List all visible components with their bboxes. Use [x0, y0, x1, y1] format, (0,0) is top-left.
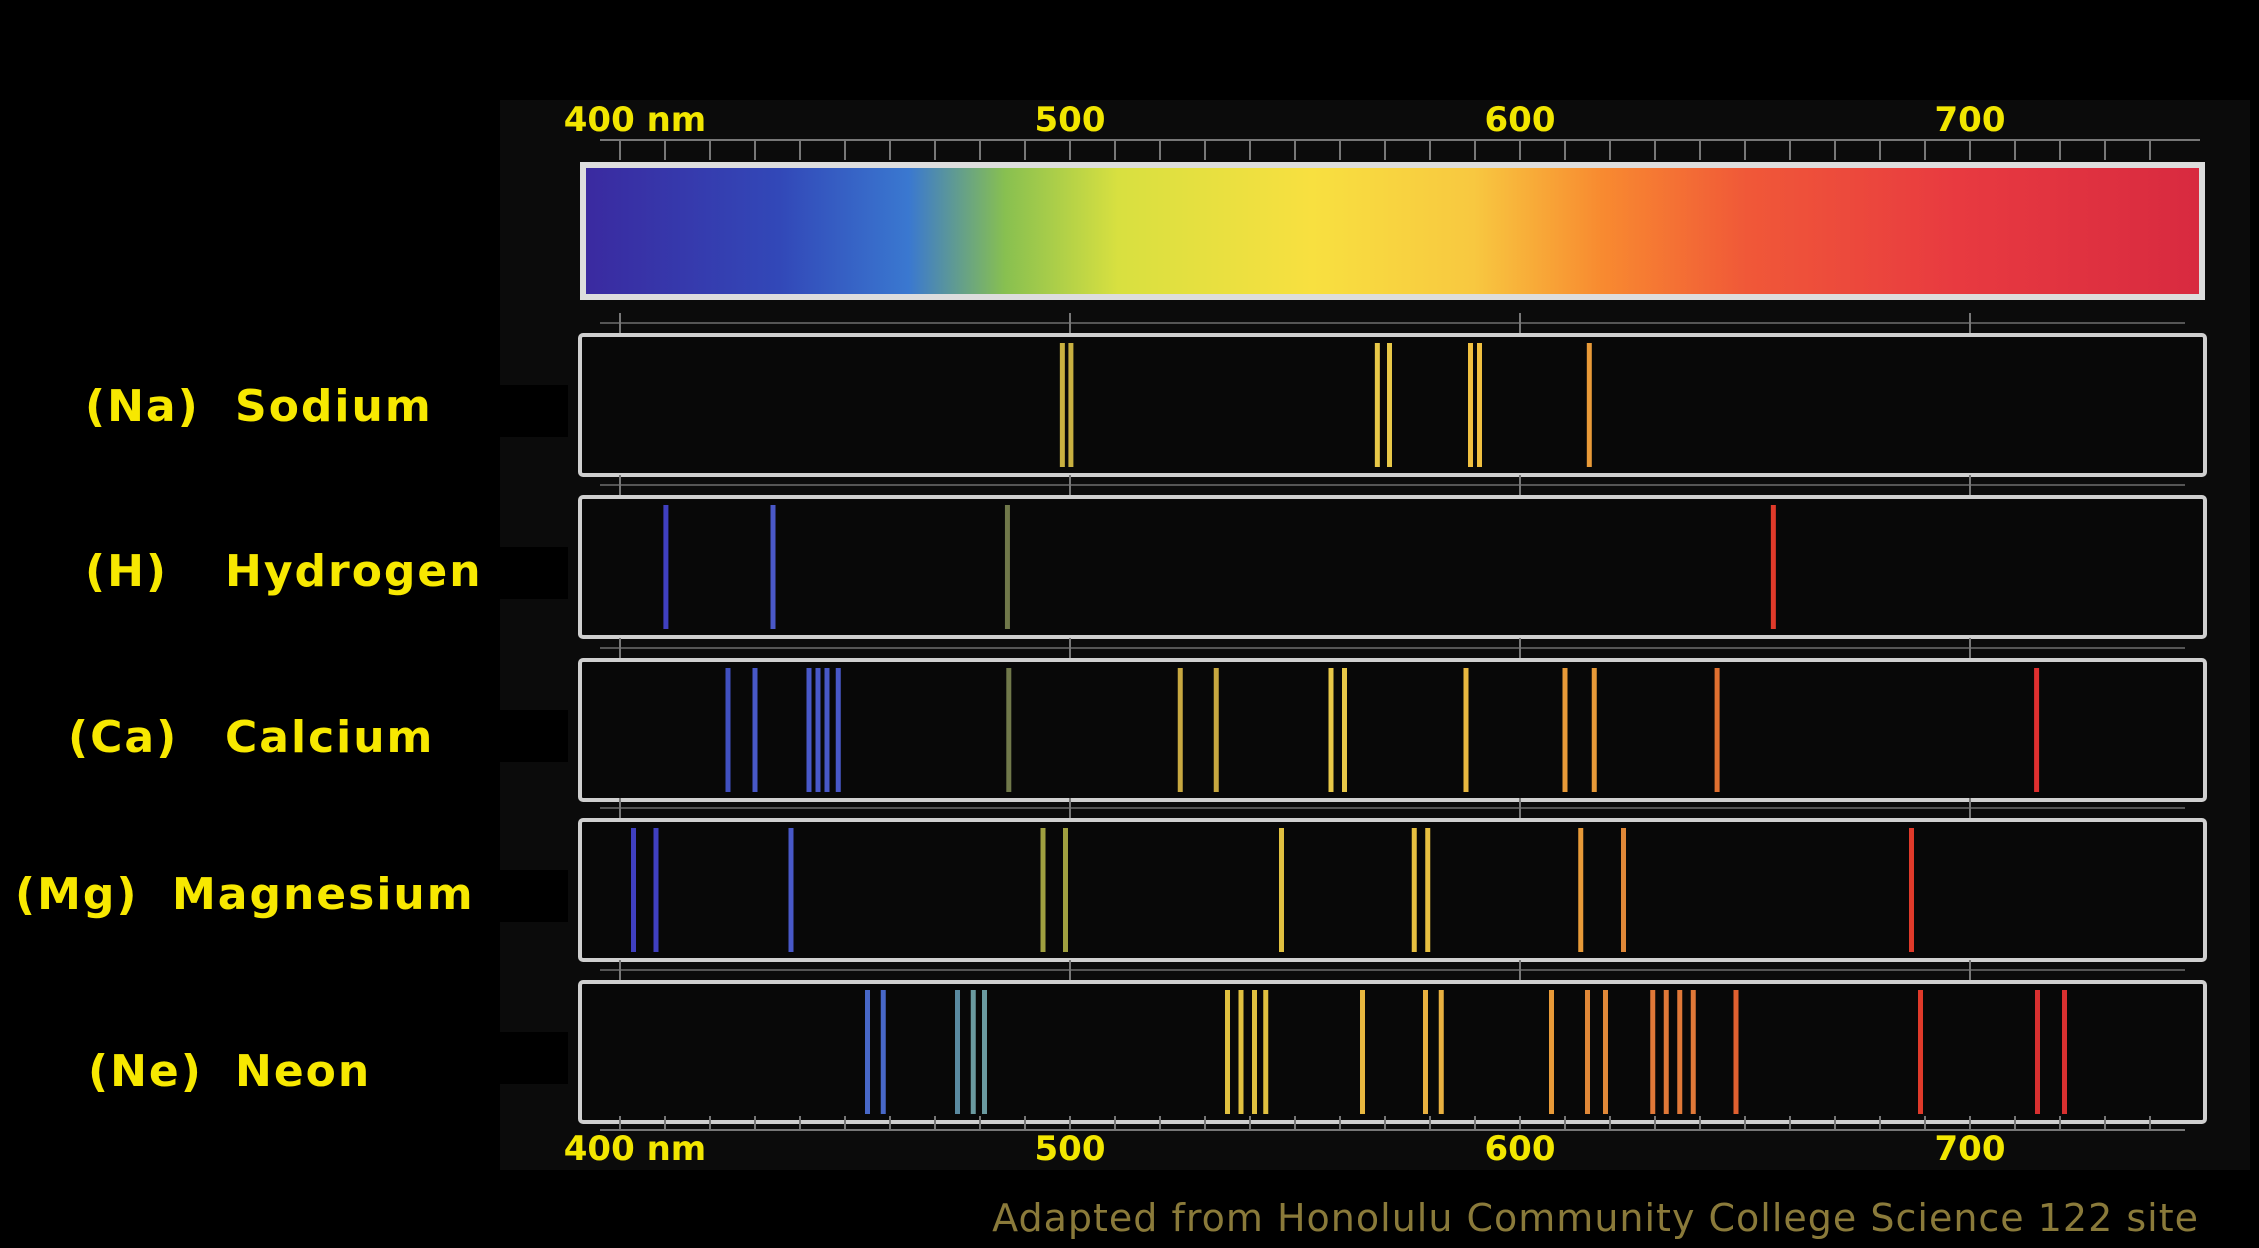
element-rows — [498, 313, 2207, 1131]
emission-line — [1591, 668, 1597, 792]
emission-line — [955, 990, 960, 1114]
element-name-label: Magnesium — [172, 869, 475, 920]
emission-line — [1585, 990, 1590, 1114]
element-symbol-label: (Mg) — [15, 869, 139, 920]
emission-line — [663, 505, 669, 629]
emission-line — [1477, 343, 1482, 467]
emission-line — [1004, 505, 1010, 629]
emission-line — [1068, 343, 1074, 467]
emission-line — [1714, 668, 1720, 792]
emission-line — [815, 668, 821, 792]
emission-line — [824, 668, 830, 792]
emission-line — [1578, 828, 1584, 952]
emission-line — [1603, 990, 1608, 1114]
emission-line — [1690, 990, 1696, 1114]
emission-line — [1360, 990, 1365, 1114]
emission-line — [1549, 990, 1554, 1114]
emission-line — [2035, 990, 2040, 1114]
top-scale-label-600: 600 — [1484, 100, 1556, 140]
emission-line — [1909, 828, 1914, 952]
emission-line — [1213, 668, 1219, 792]
emission-line — [1387, 343, 1392, 467]
emission-line — [970, 990, 976, 1114]
panel-notch — [498, 870, 568, 922]
emission-line — [835, 668, 841, 792]
emission-line — [1059, 343, 1065, 467]
bottom-scale-label-500: 500 — [1034, 1129, 1106, 1169]
emission-line — [2062, 990, 2067, 1114]
emission-line — [1733, 990, 1739, 1114]
panel-notch — [498, 710, 568, 762]
spectrum-panel-calcium — [578, 658, 2207, 802]
continuous-spectrum-bar — [586, 168, 2199, 294]
spectrum-panel-hydrogen — [578, 495, 2207, 639]
emission-line — [1263, 990, 1269, 1114]
panel-notch — [498, 385, 568, 437]
element-symbol-label: (Na) — [85, 381, 200, 432]
emission-line — [1677, 990, 1683, 1114]
element-name-label: Calcium — [225, 712, 435, 763]
element-name-label: Neon — [235, 1046, 372, 1097]
emission-line — [770, 505, 776, 629]
panel-notch — [498, 547, 568, 599]
emission-line — [880, 990, 886, 1114]
element-symbol-label: (H) — [85, 546, 169, 597]
element-name-label: Hydrogen — [225, 546, 483, 597]
emission-line — [1770, 505, 1776, 629]
panel-notch — [498, 1032, 568, 1084]
bottom-scale-label-700: 700 — [1934, 1129, 2006, 1169]
emission-line — [631, 828, 636, 952]
bottom-scale-label-400: 400 nm — [563, 1129, 707, 1169]
top-scale-label-700: 700 — [1934, 100, 2006, 140]
spectrum-panel-neon — [578, 980, 2207, 1124]
emission-line — [1177, 668, 1183, 792]
emission-line — [1252, 990, 1257, 1114]
emission-line — [2034, 668, 2040, 792]
emission-line — [1463, 668, 1469, 792]
top-scale-label-400: 400 nm — [563, 100, 707, 140]
emission-line — [1918, 990, 1923, 1114]
emission-line — [1621, 828, 1626, 952]
emission-line — [1423, 990, 1428, 1114]
emission-line — [865, 990, 870, 1114]
credit-text: Adapted from Honolulu Community College … — [992, 1196, 2199, 1240]
emission-line — [1586, 343, 1592, 467]
emission-line — [1040, 828, 1046, 952]
emission-line — [1374, 343, 1380, 467]
emission-line — [788, 828, 794, 952]
emission-line — [725, 668, 731, 792]
emission-line — [1238, 990, 1244, 1114]
emission-line — [1663, 990, 1669, 1114]
emission-line — [1650, 990, 1656, 1114]
emission-line — [1468, 343, 1473, 467]
spectrum-panel-sodium — [578, 333, 2207, 477]
bottom-scale-label-600: 600 — [1484, 1129, 1556, 1169]
emission-line — [1063, 828, 1068, 952]
emission-line — [1411, 828, 1417, 952]
element-name-label: Sodium — [235, 381, 433, 432]
emission-line — [982, 990, 987, 1114]
emission-line — [806, 668, 812, 792]
emission-line — [1438, 990, 1444, 1114]
emission-line — [1342, 668, 1347, 792]
element-symbol-label: (Ca) — [68, 712, 179, 763]
emission-line — [752, 668, 758, 792]
top-scale-label-500: 500 — [1034, 100, 1106, 140]
emission-line — [653, 828, 659, 952]
emission-line — [1225, 990, 1230, 1114]
emission-line — [1279, 828, 1284, 952]
element-symbol-label: (Ne) — [88, 1046, 203, 1097]
emission-line — [1425, 828, 1431, 952]
spectrum-panel-magnesium — [578, 818, 2207, 962]
emission-line — [1562, 668, 1568, 792]
emission-line — [1328, 668, 1334, 792]
emission-line — [1006, 668, 1012, 792]
